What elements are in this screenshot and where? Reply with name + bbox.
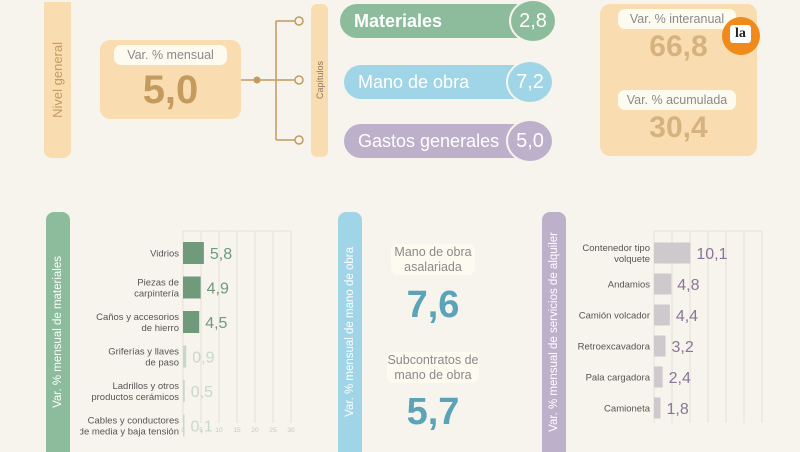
bar — [183, 414, 185, 437]
mano-de-obra-value: 7,2 — [508, 62, 552, 102]
nivel-general-card: Var. % mensual 5,0 — [100, 40, 241, 119]
category-label: Ladrillos y otros — [112, 381, 179, 392]
materiales-label: Materiales — [354, 10, 443, 31]
asalariada-value: 7,6 — [406, 284, 460, 326]
bar — [654, 242, 691, 264]
bar — [654, 304, 670, 326]
category-label: volquete — [614, 254, 650, 265]
bar-value-label: 0,9 — [192, 350, 214, 367]
bar-value-label: 3,2 — [672, 339, 694, 356]
bar-value-label: 5,8 — [210, 246, 232, 263]
bar-value-label: 0,1 — [191, 419, 213, 436]
alquiler-side-tab: Var. % mensual de servicios de alquiler — [542, 212, 566, 452]
nivel-general-tab: Nivel general — [44, 2, 71, 158]
bar — [183, 311, 200, 333]
bar — [654, 397, 661, 419]
alquiler-side-label: Var. % mensual de servicios de alquiler — [548, 232, 560, 432]
connector-lines — [241, 16, 304, 145]
category-label: Piezas de — [137, 278, 179, 289]
category-label: Cables y conductores — [88, 416, 180, 427]
category-label: Andamios — [608, 280, 650, 291]
logo-speech-box — [730, 25, 751, 43]
tick-label: 15 — [233, 427, 241, 434]
mano-de-obra-label: Mano de obra — [358, 71, 470, 92]
bar-value-label: 10,1 — [696, 246, 727, 263]
subcontratos-tag: Subcontratos de mano de obra — [387, 352, 479, 383]
subcontratos-value: 5,7 — [406, 391, 460, 433]
materiales-pill: Materiales 2,8 — [340, 1, 555, 41]
variaciones-card: Var. % interanual 66,8 Var. % acumulada … — [600, 4, 757, 156]
bar — [654, 366, 663, 388]
category-label: Camión volcador — [579, 311, 650, 322]
capitulos-label: Capítulos — [314, 61, 325, 100]
bar-value-label: 4,4 — [676, 308, 698, 325]
bar — [183, 242, 204, 264]
nivel-general-tag: Var. % mensual — [114, 45, 227, 65]
category-label: Vidrios — [150, 249, 179, 260]
bar — [654, 273, 672, 295]
acumulada-value: 30,4 — [649, 111, 708, 144]
category-label: productos cerámicos — [91, 392, 179, 403]
mano-obra-side-tab: Var. % mensual de mano de obra — [338, 212, 362, 452]
tick-label: 10 — [215, 427, 223, 434]
gastos-generales-label: Gastos generales — [358, 130, 500, 151]
materiales-side-tab: Var. % mensual de materiales — [46, 212, 70, 452]
category-label: carpintería — [134, 289, 180, 300]
bar-value-label: 4,9 — [207, 281, 229, 298]
interanual-tag: Var. % interanual — [618, 9, 736, 29]
category-label: Griferías y llaves — [108, 347, 179, 358]
bar-value-label: 4,5 — [205, 315, 227, 332]
bar — [183, 276, 201, 299]
materiales-side-label: Var. % mensual de materiales — [52, 256, 64, 408]
interanual-value: 66,8 — [649, 30, 708, 63]
category-label: de hierro — [142, 323, 180, 334]
tick-label: 5 — [199, 427, 203, 434]
nivel-general-label: Nivel general — [50, 42, 65, 118]
tick-label: 25 — [269, 427, 277, 434]
mano-obra-side-label: Var. % mensual de mano de obra — [344, 247, 356, 417]
bar — [654, 335, 666, 357]
gastos-generales-pill: Gastos generales 5,0 — [344, 121, 552, 161]
category-label: Pala cargadora — [586, 373, 651, 384]
category-label: Contenedor tipo — [582, 243, 650, 254]
bar — [183, 345, 187, 368]
category-label: Camioneta — [604, 404, 651, 415]
logo-icon: la — [722, 17, 760, 55]
tick-label: 20 — [251, 427, 259, 434]
capitulos-tab: Capítulos — [311, 4, 328, 157]
logo-text: la — [735, 26, 746, 41]
bar-value-label: 2,4 — [669, 370, 691, 387]
category-label: Retroexcavadora — [578, 342, 651, 353]
mano-de-obra-pill: Mano de obra 7,2 — [344, 62, 552, 102]
bar-value-label: 0,5 — [191, 384, 213, 401]
category-label: de paso — [145, 358, 179, 369]
bar-value-label: 1,8 — [666, 401, 688, 418]
category-label: Caños y accesorios — [96, 312, 179, 323]
tick-label: 30 — [287, 427, 295, 434]
gastos-generales-value: 5,0 — [508, 121, 552, 161]
category-label: de media y baja tensión — [80, 427, 179, 438]
acumulada-tag: Var. % acumulada — [618, 90, 736, 110]
bar — [183, 380, 185, 402]
nivel-general-value: 5,0 — [142, 68, 199, 112]
materiales-value: 2,8 — [511, 1, 555, 41]
bar-value-label: 4,8 — [677, 277, 699, 294]
asalariada-tag: Mano de obra asalariada — [391, 244, 475, 275]
